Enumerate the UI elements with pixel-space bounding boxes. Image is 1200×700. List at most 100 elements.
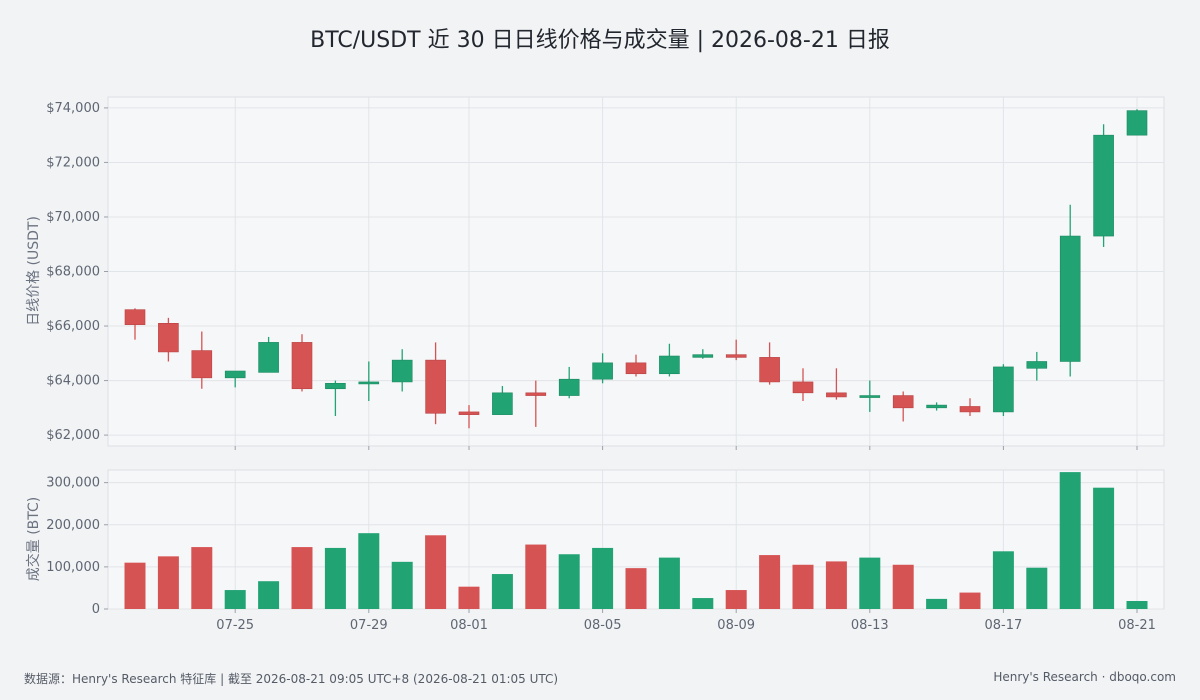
candle-body xyxy=(859,395,881,398)
volume-bar-series xyxy=(124,472,1148,609)
brand-credit: Henry's Research · dboqo.com xyxy=(993,670,1176,684)
candle xyxy=(425,342,446,425)
candle xyxy=(725,339,747,361)
volume-bar xyxy=(224,590,246,609)
x-tick-label: 08-17 xyxy=(985,618,1023,633)
candle-body xyxy=(926,404,947,409)
price-tick-label: $64,000 xyxy=(46,374,100,389)
candle xyxy=(993,364,1014,417)
candle xyxy=(625,354,647,377)
volume-tick-label: 0 xyxy=(92,602,100,617)
volume-bar xyxy=(792,564,814,609)
price-x-tick-marks xyxy=(234,446,1138,450)
price-tick-label: $74,000 xyxy=(46,101,100,116)
volume-bar xyxy=(859,557,881,609)
candle xyxy=(158,317,179,362)
price-tick-label: $70,000 xyxy=(46,210,100,225)
volume-bar xyxy=(558,554,580,609)
candle-body xyxy=(826,392,847,398)
price-y-ticks: $62,000 $64,000 $66,000 $68,000 $70,000 $72,0… xyxy=(46,101,108,443)
candle-body xyxy=(492,392,513,415)
candle-body xyxy=(592,362,613,380)
price-tick-label: $66,000 xyxy=(46,319,100,334)
candle-body xyxy=(1026,361,1048,369)
volume-bar xyxy=(491,574,513,609)
candle xyxy=(1059,204,1081,377)
candle-body xyxy=(124,309,146,325)
candle-body xyxy=(692,354,714,358)
candle-body xyxy=(759,357,780,383)
candle xyxy=(892,391,914,422)
candle-body xyxy=(993,366,1014,413)
x-tick-label: 08-01 xyxy=(450,618,488,633)
volume-tick-label: 200,000 xyxy=(46,518,100,533)
candle xyxy=(1093,124,1114,247)
candle xyxy=(558,366,580,399)
volume-bar xyxy=(258,581,280,609)
candlestick-series xyxy=(124,109,1148,429)
x-tick-label: 08-09 xyxy=(717,618,755,633)
candle xyxy=(492,386,513,415)
volume-bar xyxy=(324,547,346,609)
candle xyxy=(358,361,380,402)
volume-bar xyxy=(157,556,179,609)
candle-body xyxy=(458,411,480,415)
candle-body xyxy=(158,323,179,353)
volume-bar xyxy=(825,561,847,609)
volume-bar xyxy=(1059,472,1081,609)
candle xyxy=(1126,109,1148,136)
candle-body xyxy=(558,378,580,396)
candle-body xyxy=(1093,134,1114,237)
candle-body xyxy=(1059,235,1081,362)
candle-body xyxy=(1126,110,1148,136)
volume-axis-label: 成交量 (BTC) xyxy=(25,497,42,582)
volume-bar xyxy=(992,551,1014,609)
volume-bar xyxy=(525,544,547,609)
candle xyxy=(826,368,847,400)
candle xyxy=(659,343,680,377)
price-grid xyxy=(108,97,1164,446)
chart-title: BTC/USDT 近 30 日日线价格与成交量 | 2026-08-21 日报 xyxy=(310,28,890,53)
candle xyxy=(191,331,213,389)
volume-bar xyxy=(191,547,213,609)
candle xyxy=(792,368,814,402)
candle xyxy=(525,380,547,427)
candle xyxy=(592,353,613,384)
candle-body xyxy=(291,342,313,390)
price-tick-label: $62,000 xyxy=(46,428,100,443)
price-tick-label: $72,000 xyxy=(46,155,100,170)
candle xyxy=(759,342,780,385)
candle-body xyxy=(224,370,246,379)
candle-body xyxy=(258,342,279,373)
volume-bar xyxy=(1126,600,1148,609)
candle-body xyxy=(191,350,213,379)
candle-body xyxy=(425,359,446,414)
volume-tick-label: 300,000 xyxy=(46,476,100,491)
candle xyxy=(1026,351,1048,381)
volume-bar xyxy=(658,557,680,609)
candle-body xyxy=(959,406,981,413)
candle xyxy=(224,370,246,388)
candle xyxy=(458,405,480,429)
volume-bar xyxy=(692,598,714,609)
candle-body xyxy=(625,362,647,375)
volume-bar xyxy=(959,592,981,609)
volume-bar xyxy=(1093,487,1115,609)
volume-bar xyxy=(926,598,948,609)
data-source-note: 数据源：Henry's Research 特征库 | 截至 2026-08-21… xyxy=(24,672,559,686)
candle xyxy=(926,402,947,411)
volume-bar xyxy=(291,547,313,609)
volume-panel: 0 100,000 200,000 300,000 07-25 07-29 08-01 08… xyxy=(25,469,1165,633)
volume-bar xyxy=(124,562,146,609)
x-tick-label: 07-29 xyxy=(350,618,388,633)
candle xyxy=(325,380,346,417)
x-tick-label: 08-13 xyxy=(851,618,889,633)
volume-bar xyxy=(458,586,480,609)
candle-body xyxy=(659,355,680,375)
candle xyxy=(258,336,279,373)
volume-x-ticks: 07-25 07-29 08-01 08-05 08-09 08-13 08-17 08-21 xyxy=(216,609,1156,633)
volume-bar xyxy=(592,547,614,609)
volume-bar xyxy=(725,590,747,609)
volume-bar xyxy=(625,568,647,609)
